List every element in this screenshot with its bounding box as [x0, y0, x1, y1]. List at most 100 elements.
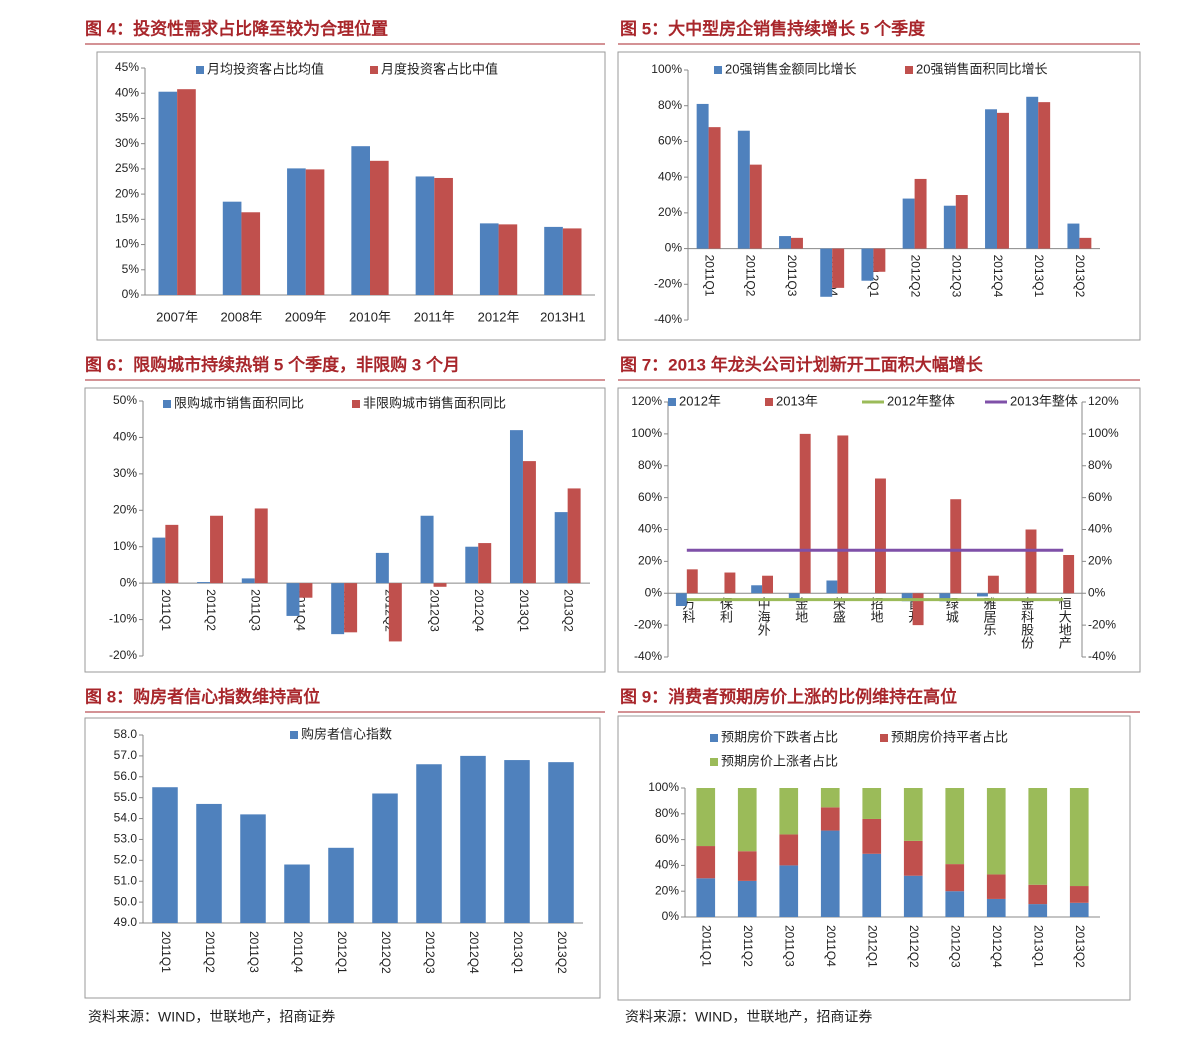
x-tick-label: 招地 — [869, 597, 884, 623]
bar — [544, 226, 563, 295]
bar — [737, 130, 750, 249]
chart-title: 图 8：购房者信心指数维持高位 — [85, 686, 320, 706]
bar-segment — [945, 891, 965, 917]
bar-segment — [945, 864, 965, 892]
x-tick-label: 2011Q3 — [785, 255, 799, 297]
bar — [696, 103, 709, 249]
y-tick-label: 20% — [113, 502, 137, 516]
bar-segment — [696, 878, 716, 917]
bar — [567, 488, 581, 584]
legend-swatch — [880, 734, 888, 742]
y-tick-label: 57.0 — [114, 748, 138, 762]
y-tick-label: 55.0 — [114, 790, 138, 804]
x-tick-label: 2013Q1 — [517, 589, 531, 632]
y-tick-label: 15% — [115, 212, 139, 226]
x-tick-label: 2011Q1 — [700, 925, 714, 967]
bar-segment — [945, 788, 965, 865]
chart-frame — [617, 387, 1141, 673]
x-tick-label: 2012Q4 — [991, 255, 1005, 298]
bar-segment — [820, 830, 840, 917]
bar — [762, 575, 774, 594]
y-tick-label: 100% — [631, 426, 662, 440]
bar-segment — [737, 788, 757, 852]
bar — [943, 205, 956, 249]
y-tick-label: 50.0 — [114, 894, 138, 908]
x-tick-label: 2013Q1 — [511, 931, 525, 974]
y2-tick-label: 120% — [1088, 394, 1119, 408]
bar-segment — [903, 840, 923, 876]
chart-title: 图 9：消费者预期房价上涨的比例维持在高位 — [620, 686, 957, 706]
bar — [240, 814, 266, 923]
bar — [1025, 529, 1037, 594]
x-tick-label: 2013Q1 — [1032, 925, 1046, 968]
y-tick-label: 20% — [115, 186, 139, 200]
chart-frame — [84, 387, 606, 673]
legend-swatch — [710, 758, 718, 766]
bar — [1067, 223, 1080, 249]
bar-segment — [696, 788, 716, 847]
x-tick-label: 2013Q2 — [561, 589, 575, 632]
y-tick-label: 30% — [115, 136, 139, 150]
bar — [460, 755, 486, 923]
x-tick-label: 2011Q3 — [783, 925, 797, 967]
bar — [548, 762, 574, 923]
bar — [675, 593, 687, 606]
x-tick-label: 2012Q4 — [472, 589, 486, 632]
y-tick-label: -20% — [634, 617, 662, 631]
bar — [465, 546, 479, 584]
legend-label: 2012年 — [679, 393, 721, 408]
y-tick-label: 0% — [120, 575, 138, 589]
bar — [416, 764, 442, 923]
x-tick-label: 2011Q4 — [291, 931, 305, 973]
y-tick-label: 49.0 — [114, 915, 138, 929]
bar — [415, 176, 435, 295]
bar — [375, 552, 389, 584]
bar — [210, 515, 224, 584]
x-tick-label: 2013Q2 — [555, 931, 569, 974]
y2-tick-label: -40% — [1088, 649, 1116, 663]
bar-segment — [779, 865, 799, 917]
bar — [197, 582, 211, 584]
x-tick-label: 2013Q2 — [1073, 255, 1087, 298]
bar — [955, 195, 968, 249]
bar-segment — [1069, 886, 1089, 903]
bar — [873, 248, 886, 272]
y-tick-label: 45% — [115, 60, 139, 74]
legend-label: 20强销售面积同比增长 — [916, 61, 1047, 76]
y-tick-label: 25% — [115, 161, 139, 175]
x-tick-label: 2008年 — [220, 309, 262, 324]
x-tick-label: 2011Q1 — [702, 255, 716, 297]
y-tick-label: 53.0 — [114, 832, 138, 846]
y-tick-label: 58.0 — [114, 727, 138, 741]
bar — [837, 435, 849, 594]
bar — [861, 248, 874, 281]
bar — [914, 178, 927, 249]
bar — [372, 793, 398, 923]
x-tick-label: 2012Q4 — [467, 931, 481, 974]
bar — [779, 236, 791, 249]
y2-tick-label: 80% — [1088, 458, 1112, 472]
x-tick-label: 保利 — [718, 597, 733, 623]
source: 资料来源：WIND，世联地产，招商证券 — [88, 1009, 335, 1025]
legend-swatch — [668, 398, 676, 406]
y-tick-label: 60% — [638, 490, 662, 504]
bar — [158, 91, 178, 295]
x-tick-label: 2012年 — [478, 309, 520, 324]
legend-label: 2012年整体 — [887, 393, 955, 408]
bar — [749, 164, 762, 249]
x-tick-label: 2011年 — [414, 309, 455, 324]
x-tick-label: 金地 — [793, 597, 808, 624]
bar — [1038, 102, 1051, 249]
bar — [832, 248, 845, 288]
bar — [902, 198, 915, 249]
bar-segment — [820, 807, 840, 831]
bar — [370, 160, 389, 295]
source: 资料来源：WIND，世联地产，招商证券 — [625, 1009, 872, 1025]
bar — [562, 228, 582, 295]
x-tick-label: 2011Q3 — [249, 589, 263, 631]
x-tick-label: 雅居乐 — [981, 597, 996, 636]
x-tick-label: 2011Q3 — [247, 931, 261, 973]
y2-tick-label: 40% — [1088, 522, 1112, 536]
y2-tick-label: -20% — [1088, 617, 1116, 631]
bar — [791, 237, 803, 249]
